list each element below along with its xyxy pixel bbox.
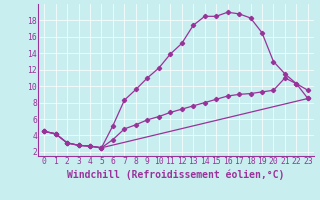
- X-axis label: Windchill (Refroidissement éolien,°C): Windchill (Refroidissement éolien,°C): [67, 169, 285, 180]
